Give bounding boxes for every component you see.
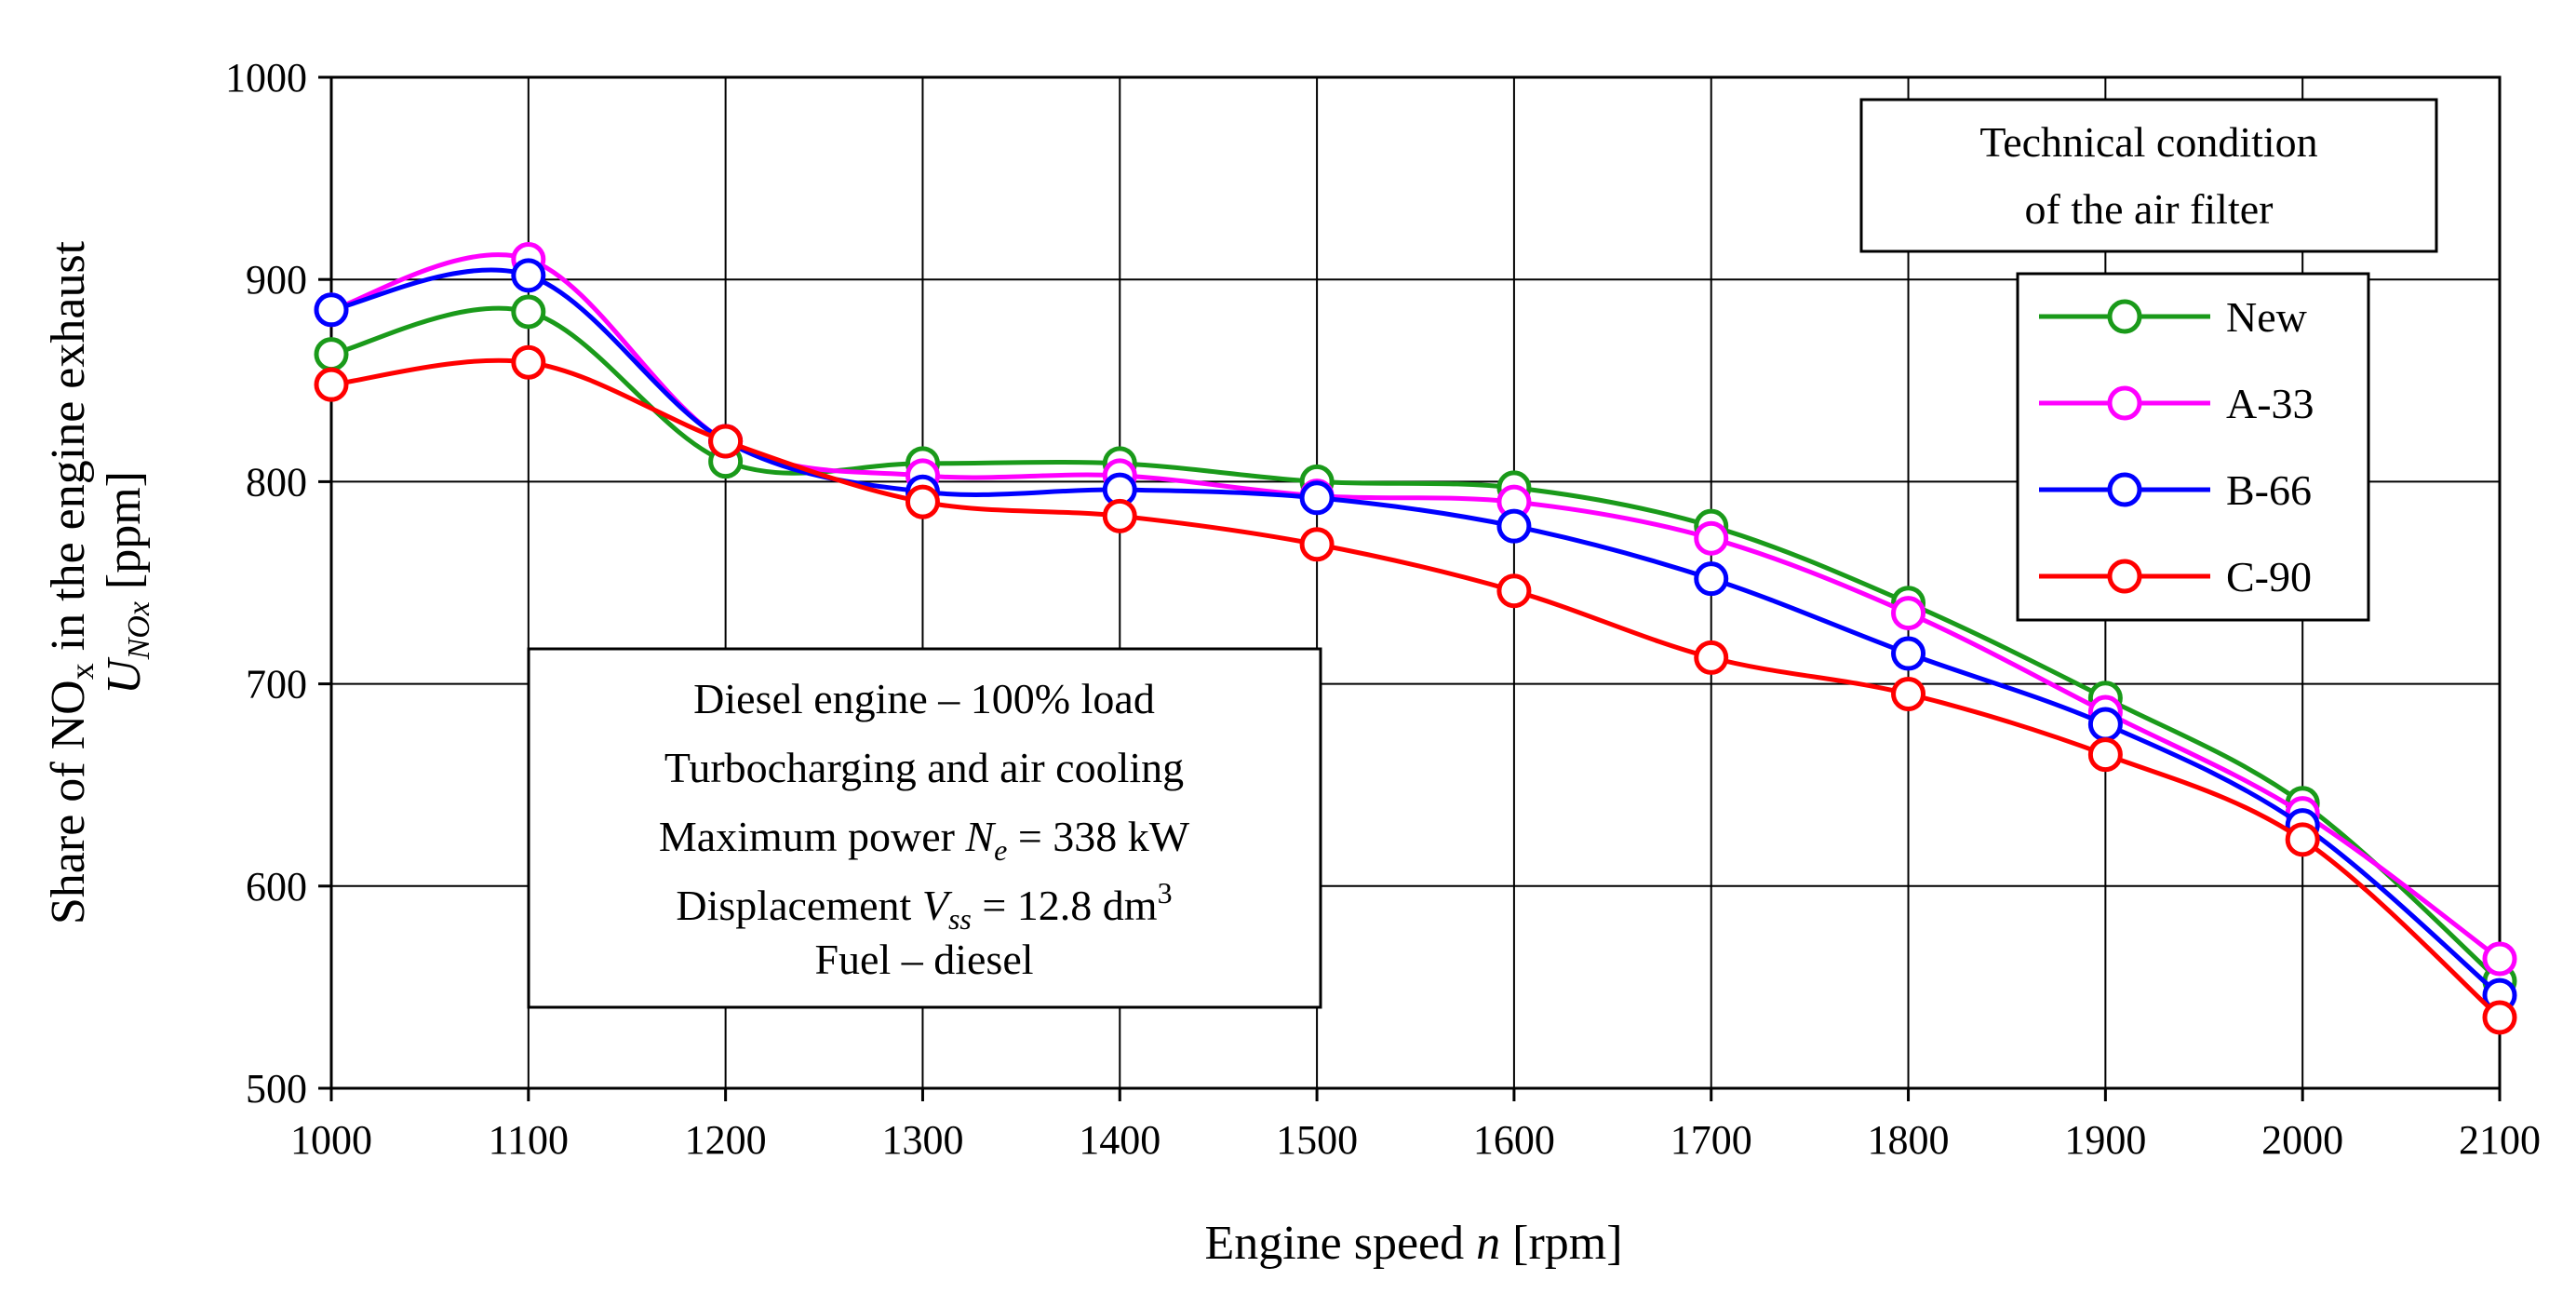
legend-title-line-2: of the air filter [2025, 185, 2274, 233]
legend-label: B-66 [2226, 466, 2312, 514]
x-tick-label: 1300 [881, 1117, 963, 1163]
data-point-c-90 [1694, 640, 1729, 675]
data-point-b-66 [2087, 707, 2123, 742]
info-line-1: Diesel engine – 100% load [693, 675, 1155, 722]
legend-swatch-marker [2107, 472, 2142, 507]
y-axis-title-line-2: UNOx [ppm] [98, 471, 156, 694]
legend-item-a-33: A-33 [2039, 380, 2314, 427]
x-tick-label: 1800 [1868, 1117, 1950, 1163]
data-point-c-90 [1102, 498, 1137, 533]
y-tick-label: 900 [246, 257, 307, 303]
data-point-b-66 [1891, 636, 1926, 671]
y-tick-label: 500 [246, 1066, 307, 1112]
info-line-2: Turbocharging and air cooling [664, 744, 1184, 791]
x-tick-label: 2100 [2459, 1117, 2541, 1163]
data-point-b-66 [1496, 508, 1532, 544]
ticks: 1000 1100 1200 1300 1400 1500 1600 1700 1800 1900… [225, 55, 2541, 1163]
engine-info-box: Diesel engine – 100% load Turbocharging … [527, 647, 1322, 1009]
data-point-b-66 [1694, 561, 1729, 597]
plot-area [329, 75, 2502, 1090]
legend-swatch-marker [2107, 559, 2142, 594]
data-point-a-33 [2482, 941, 2517, 977]
data-point-c-90 [2285, 822, 2320, 857]
y-axis-title-line-1: Share of NOx in the engine exhaust [42, 240, 101, 924]
series-line-new [330, 305, 2502, 983]
data-point-b-66 [314, 292, 349, 328]
data-point-c-90 [708, 424, 744, 459]
info-line-5: Fuel – diesel [814, 936, 1033, 983]
legend: New A-33 B-66 C-90 [2016, 272, 2370, 622]
x-tick-label: 1100 [489, 1117, 569, 1163]
data-point-b-66 [1299, 480, 1335, 516]
x-tick-label: 1400 [1079, 1117, 1161, 1163]
info-line-3: Maximum power Ne = 338 kW [659, 813, 1190, 867]
legend-label: New [2226, 293, 2308, 341]
legend-item-new: New [2039, 293, 2308, 341]
legend-title-line-1: Technical condition [1979, 118, 2317, 166]
legend-swatch-marker [2107, 385, 2142, 421]
x-tick-label: 1700 [1670, 1117, 1752, 1163]
data-point-new [511, 294, 546, 330]
y-tick-label: 1000 [225, 55, 307, 101]
legend-title-frame [1859, 98, 2438, 253]
legend-label: C-90 [2226, 553, 2312, 600]
legend-label: A-33 [2226, 380, 2314, 427]
y-axis-title: Share of NOx in the engine exhaust UNOx … [42, 240, 156, 924]
legend-items: New A-33 B-66 C-90 [2039, 293, 2314, 600]
series-layer [314, 241, 2517, 1035]
series-c-90 [314, 344, 2517, 1035]
data-point-a-33 [1694, 520, 1729, 556]
y-tick-label: 800 [246, 459, 307, 505]
x-tick-label: 1000 [290, 1117, 372, 1163]
legend-swatch-marker [2107, 299, 2142, 334]
info-line-4: Displacement Vss = 12.8 dm3 [676, 876, 1172, 936]
data-point-c-90 [1891, 676, 1926, 711]
legend-frame [2016, 272, 2370, 622]
data-point-c-90 [905, 484, 940, 519]
engine-info-frame [527, 647, 1322, 1009]
x-tick-label: 1600 [1473, 1117, 1555, 1163]
legend-item-b-66: B-66 [2039, 466, 2312, 514]
data-point-c-90 [511, 344, 546, 380]
series-b-66 [314, 258, 2517, 1013]
x-tick-label: 2000 [2261, 1117, 2343, 1163]
series-line-b-66 [330, 267, 2502, 997]
data-point-new [314, 337, 349, 372]
x-tick-label: 1900 [2064, 1117, 2146, 1163]
data-point-b-66 [511, 258, 546, 293]
y-tick-label: 600 [246, 864, 307, 910]
series-line-c-90 [330, 357, 2502, 1019]
data-point-c-90 [1299, 527, 1335, 562]
legend-item-c-90: C-90 [2039, 553, 2312, 600]
data-point-c-90 [314, 367, 349, 402]
data-point-c-90 [2482, 1000, 2517, 1035]
data-point-c-90 [1496, 573, 1532, 609]
x-tick-label: 1500 [1276, 1117, 1358, 1163]
x-tick-label: 1200 [685, 1117, 767, 1163]
data-point-c-90 [2087, 737, 2123, 773]
x-axis-title: Engine speed n [rpm] [1204, 1217, 1622, 1270]
legend-title-box: Technical condition of the air filter [1859, 98, 2438, 253]
data-point-a-33 [1891, 596, 1926, 631]
y-tick-label: 700 [246, 662, 307, 708]
